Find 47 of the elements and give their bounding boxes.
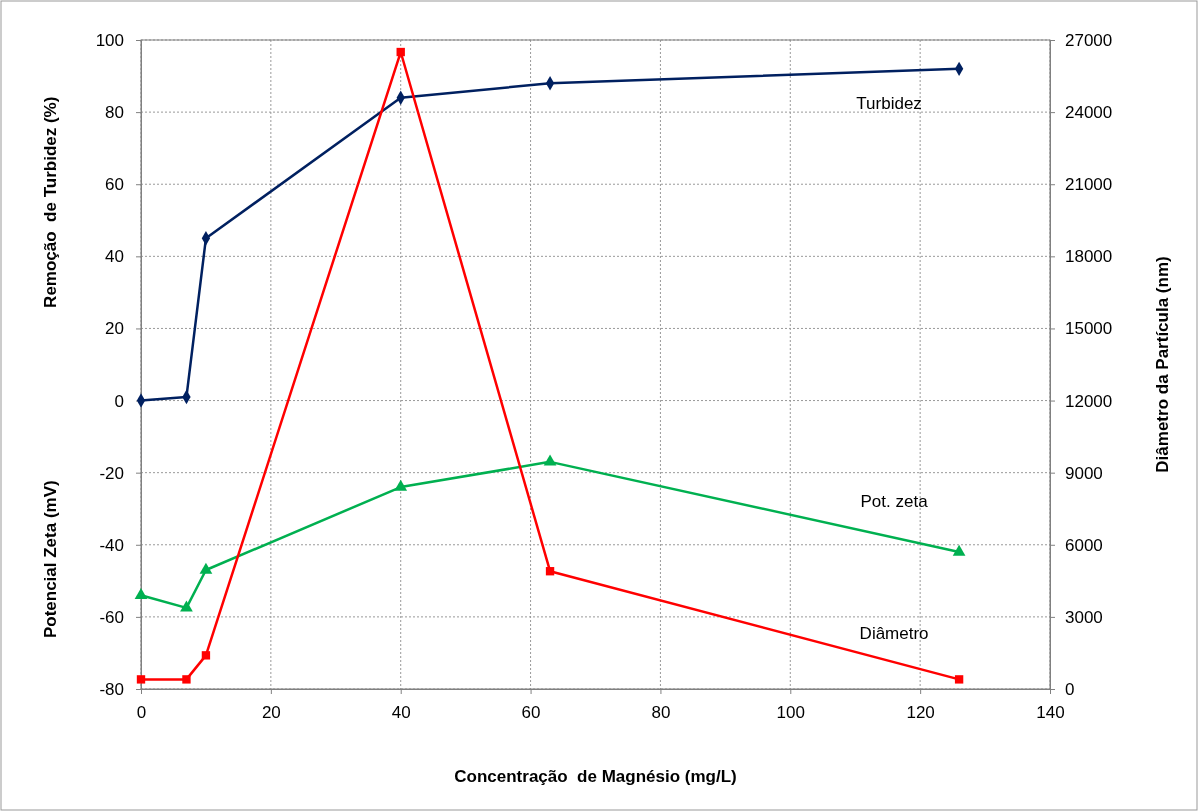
y2-tick-label: 15000 <box>1065 319 1113 339</box>
y-axis-title: Remoção de Turbidez (%) <box>41 96 60 308</box>
series-label: Pot. zeta <box>860 491 929 511</box>
x-tick-label: 60 <box>521 703 541 723</box>
y-tick-label: 100 <box>95 30 124 50</box>
point <box>543 454 557 466</box>
x-tick-label: 80 <box>651 703 671 723</box>
x-tick-label: 100 <box>776 703 805 723</box>
point <box>394 479 408 491</box>
point <box>954 675 964 684</box>
y-tick-label: -80 <box>99 679 124 699</box>
point <box>136 675 146 684</box>
x-tick-label: 0 <box>136 703 147 723</box>
x-tick-label: 20 <box>261 703 281 723</box>
y2-tick-label: 0 <box>1065 679 1075 699</box>
text: Potencial Zeta (mV) <box>41 480 60 639</box>
point <box>201 651 211 660</box>
point <box>134 587 148 599</box>
y2-tick-label: 12000 <box>1065 391 1113 411</box>
y-tick-label: 20 <box>105 319 124 339</box>
point <box>182 675 191 684</box>
y-tick-label: -40 <box>99 535 124 555</box>
point <box>396 47 405 57</box>
point <box>545 567 555 576</box>
y-tick-label: -20 <box>99 463 124 483</box>
y-tick-label: -60 <box>99 607 124 627</box>
x-axis-title: Concentração de Magnésio (mg/L) <box>454 767 737 786</box>
y2-tick-label: 24000 <box>1065 103 1113 123</box>
y-tick-label: 60 <box>105 175 124 195</box>
y-tick-label: 40 <box>105 247 124 267</box>
y2-tick-label: 27000 <box>1065 30 1113 50</box>
y2-axis-title: Diâmetro da Partícula (nm) <box>1153 256 1172 473</box>
x-tick-label: 40 <box>391 703 411 723</box>
series-label: Diâmetro <box>859 624 929 644</box>
y2-tick-label: 18000 <box>1065 247 1113 267</box>
point <box>180 600 193 612</box>
y2-tick-label: 9000 <box>1065 463 1103 483</box>
x-tick-label: 140 <box>1036 703 1065 723</box>
series-label: Turbidez <box>856 93 922 113</box>
y-tick-label: 0 <box>114 391 124 411</box>
x-tick-label: 120 <box>906 703 935 723</box>
y2-tick-label: 6000 <box>1065 535 1103 555</box>
y2-tick-label: 21000 <box>1065 175 1113 195</box>
y2-tick-label: 3000 <box>1065 607 1103 627</box>
y-tick-label: 80 <box>105 103 124 123</box>
point <box>199 562 213 574</box>
point <box>952 544 966 556</box>
